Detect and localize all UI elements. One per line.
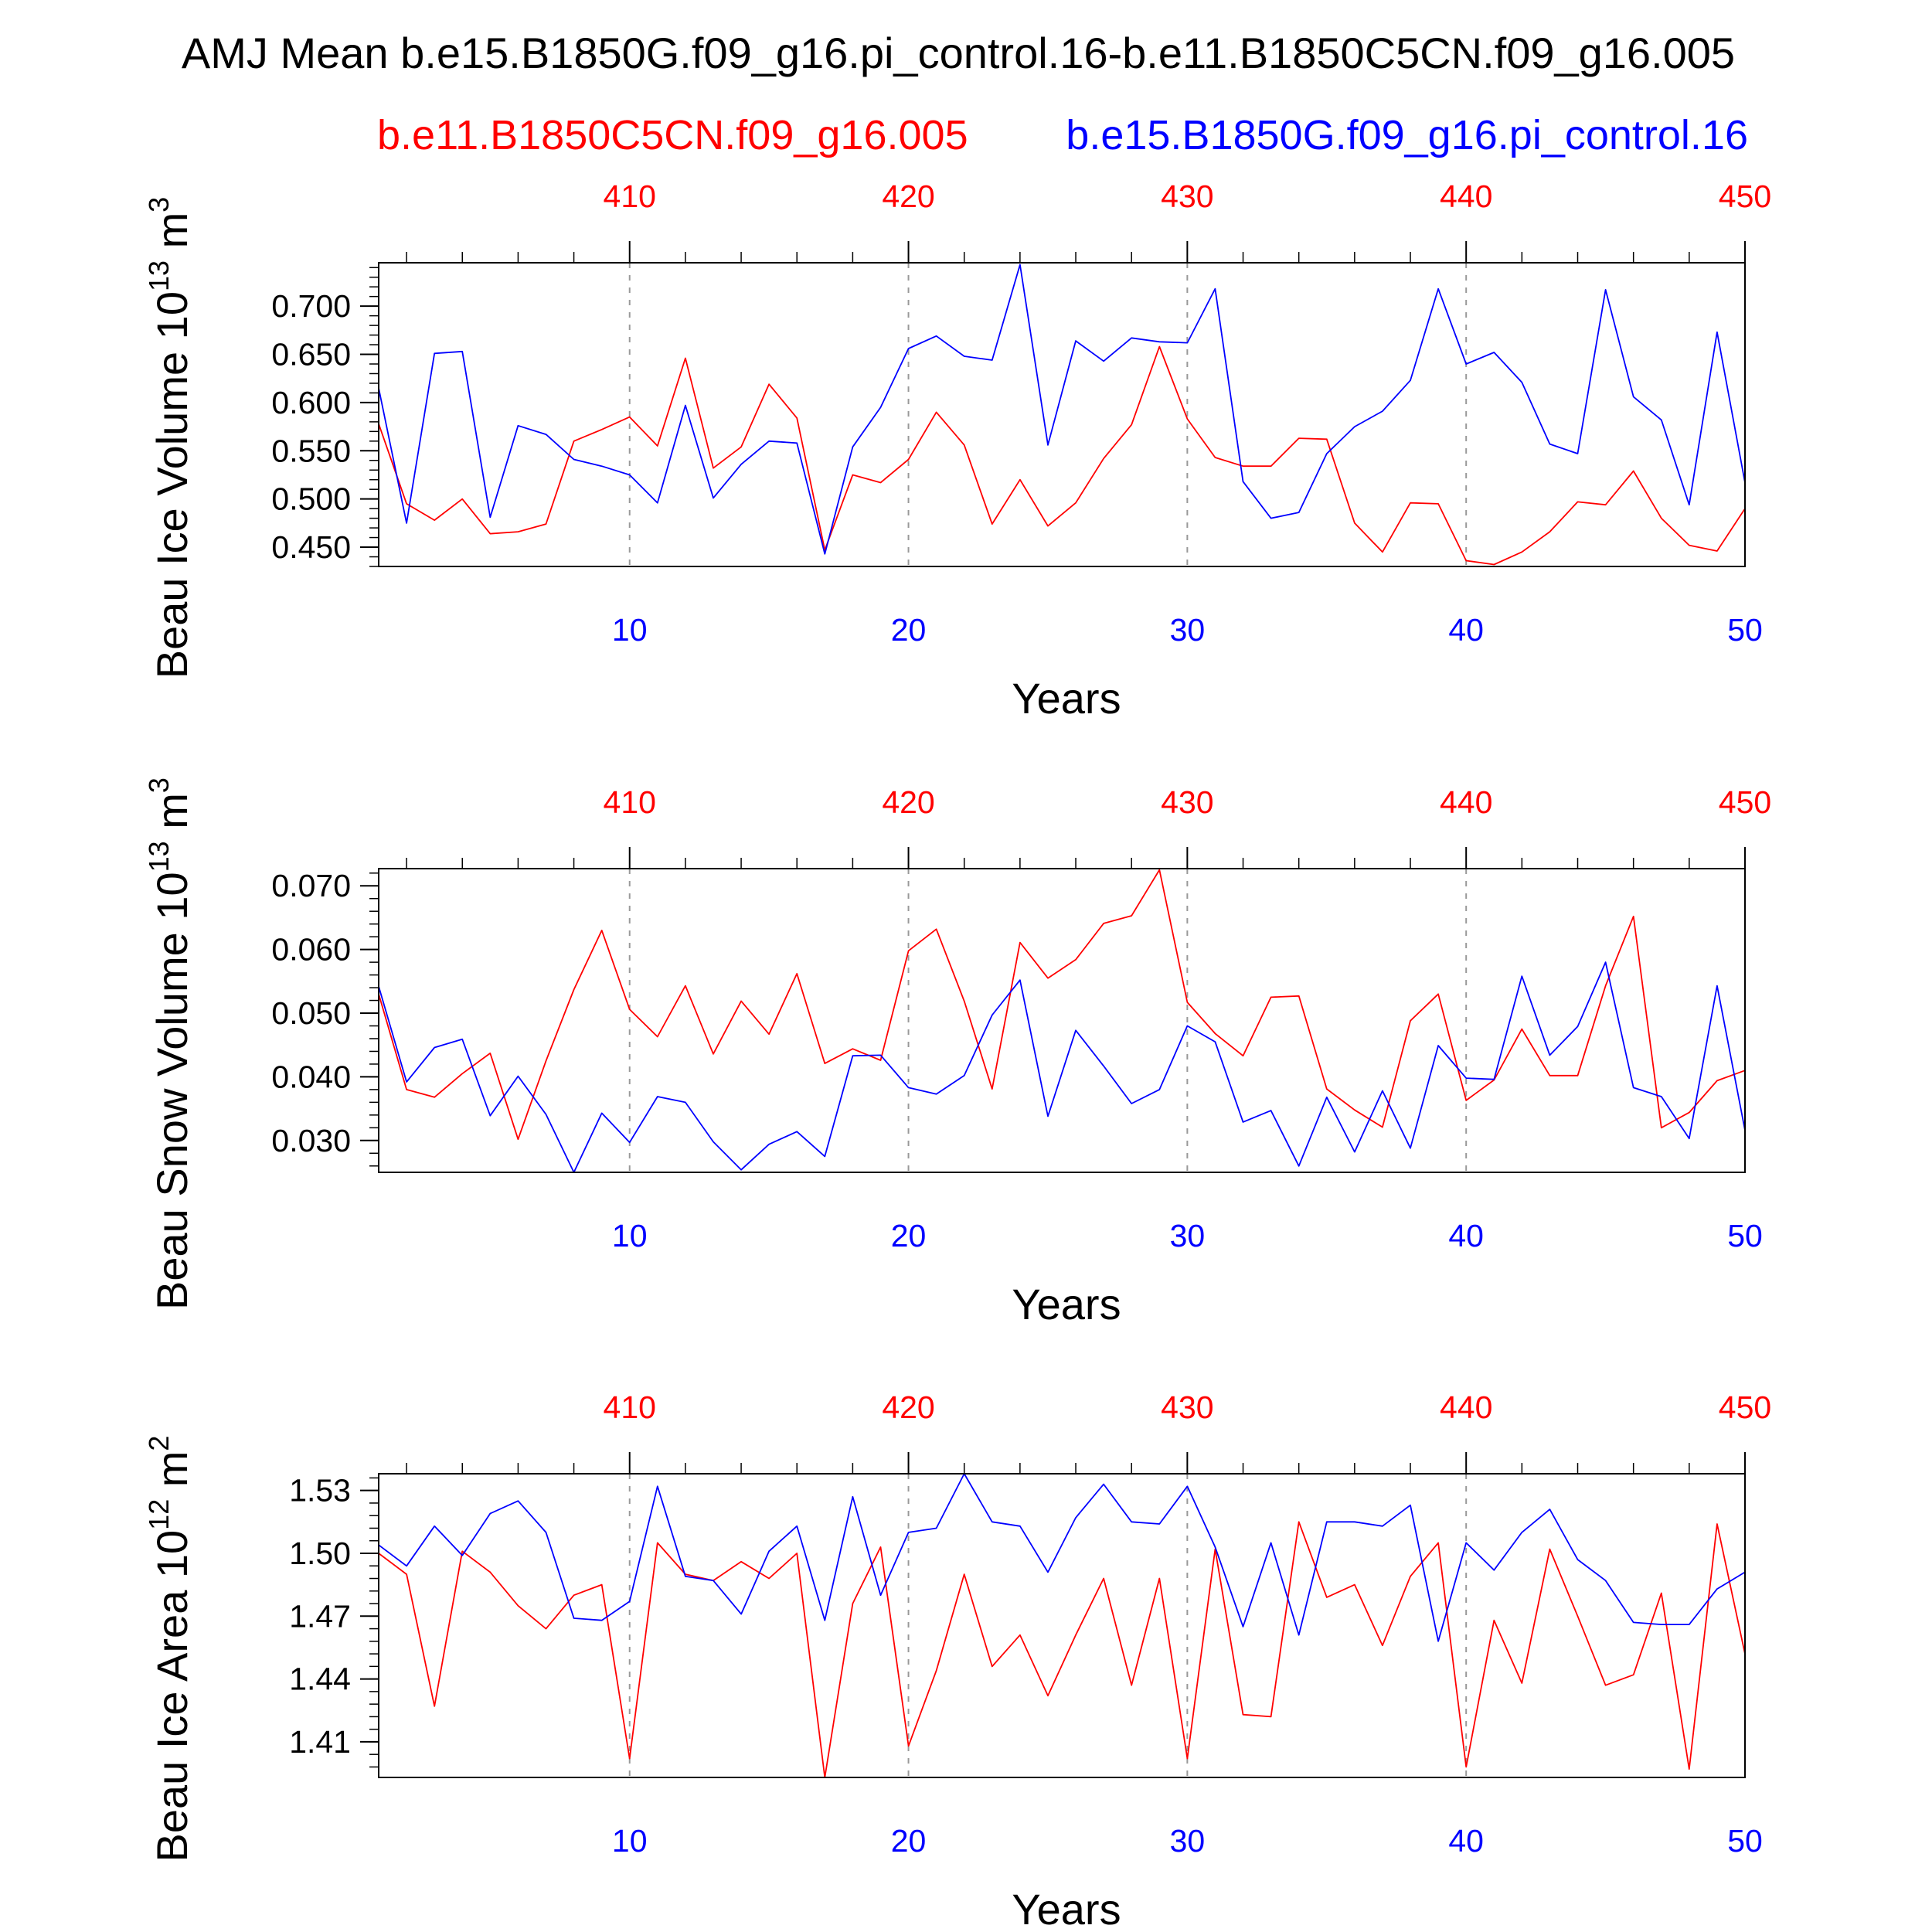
x-tick-label-top: 410 bbox=[604, 1389, 656, 1425]
y-tick-label: 0.050 bbox=[271, 995, 351, 1031]
legend-case2-label: b.e15.B1850G.f09_g16.pi_control.16 bbox=[1066, 112, 1748, 158]
x-tick-label-top: 410 bbox=[604, 784, 656, 820]
x-tick-label-top: 450 bbox=[1719, 179, 1771, 214]
x-tick-label-bottom: 50 bbox=[1727, 612, 1763, 648]
x-tick-label-bottom: 20 bbox=[891, 1823, 927, 1859]
x-tick-label-bottom: 20 bbox=[891, 1218, 927, 1253]
y-axis-title: Beau Snow Volume 1013 m3 bbox=[143, 777, 196, 1310]
x-tick-label-top: 410 bbox=[604, 179, 656, 214]
x-tick-label-top: 440 bbox=[1440, 1389, 1492, 1425]
series-line-case1 bbox=[378, 869, 1746, 1141]
x-tick-label-top: 430 bbox=[1161, 179, 1213, 214]
x-axis-title: Years bbox=[1012, 674, 1121, 723]
x-tick-label-bottom: 10 bbox=[612, 612, 648, 648]
x-tick-label-top: 420 bbox=[882, 1389, 934, 1425]
plot-frame bbox=[378, 1473, 1746, 1778]
series-line-case1 bbox=[378, 1521, 1746, 1778]
panels-group: 0.450 0.500 0.550 0.600 0.650 0.700 10 20 30 40 50… bbox=[143, 179, 1771, 1932]
series-line-case1 bbox=[378, 345, 1746, 566]
y-tick-label: 0.040 bbox=[271, 1059, 351, 1094]
y-tick-label: 1.44 bbox=[289, 1662, 351, 1697]
x-tick-label-top: 430 bbox=[1161, 784, 1213, 820]
y-tick-label: 0.650 bbox=[271, 337, 351, 372]
y-tick-label: 1.50 bbox=[289, 1536, 351, 1571]
x-tick-label-bottom: 40 bbox=[1448, 1218, 1484, 1253]
figure-title: AMJ Mean b.e15.B1850G.f09_g16.pi_control… bbox=[182, 29, 1735, 77]
chart-panel-1: 0.450 0.500 0.550 0.600 0.650 0.700 10 20 30 40 50… bbox=[143, 179, 1771, 723]
y-axis-title: Beau Ice Volume 1013 m3 bbox=[143, 197, 196, 679]
x-tick-label-bottom: 20 bbox=[891, 612, 927, 648]
x-tick-label-top: 440 bbox=[1440, 179, 1492, 214]
plot-frame bbox=[378, 262, 1746, 567]
x-axis-title: Years bbox=[1012, 1280, 1121, 1328]
x-tick-label-bottom: 50 bbox=[1727, 1823, 1763, 1859]
y-tick-label: 0.070 bbox=[271, 868, 351, 903]
x-tick-label-top: 450 bbox=[1719, 1389, 1771, 1425]
x-tick-label-top: 420 bbox=[882, 784, 934, 820]
x-tick-label-bottom: 30 bbox=[1170, 1218, 1206, 1253]
x-tick-label-bottom: 30 bbox=[1170, 612, 1206, 648]
x-tick-label-top: 420 bbox=[882, 179, 934, 214]
x-tick-label-bottom: 30 bbox=[1170, 1823, 1206, 1859]
x-tick-label-bottom: 10 bbox=[612, 1823, 648, 1859]
chart-panel-3: 1.41 1.44 1.47 1.50 1.53 10 20 30 40 50 410 420 430 4… bbox=[143, 1389, 1771, 1932]
y-tick-label: 1.41 bbox=[289, 1724, 351, 1760]
x-axis-title: Years bbox=[1012, 1885, 1121, 1932]
y-tick-label: 0.030 bbox=[271, 1123, 351, 1158]
y-tick-label: 0.500 bbox=[271, 481, 351, 517]
series-line-case2 bbox=[378, 264, 1746, 555]
series-line-case2 bbox=[378, 961, 1746, 1173]
x-tick-label-bottom: 10 bbox=[612, 1218, 648, 1253]
legend-case1-label: b.e11.B1850C5CN.f09_g16.005 bbox=[377, 112, 968, 158]
x-tick-label-bottom: 40 bbox=[1448, 1823, 1484, 1859]
x-tick-label-top: 450 bbox=[1719, 784, 1771, 820]
y-tick-label: 0.600 bbox=[271, 385, 351, 420]
x-tick-label-bottom: 50 bbox=[1727, 1218, 1763, 1253]
chart-panel-2: 0.030 0.040 0.050 0.060 0.070 10 20 30 40 50 410 42… bbox=[143, 777, 1771, 1328]
y-tick-label: 1.47 bbox=[289, 1598, 351, 1634]
y-tick-label: 0.060 bbox=[271, 932, 351, 968]
y-tick-label: 1.53 bbox=[289, 1473, 351, 1509]
x-tick-label-top: 430 bbox=[1161, 1389, 1213, 1425]
y-tick-label: 0.550 bbox=[271, 433, 351, 468]
x-tick-label-top: 440 bbox=[1440, 784, 1492, 820]
plot-frame bbox=[378, 868, 1746, 1173]
y-axis-title: Beau Ice Area 1012 m2 bbox=[143, 1436, 196, 1862]
y-tick-label: 0.450 bbox=[271, 529, 351, 565]
y-tick-label: 0.700 bbox=[271, 288, 351, 324]
x-tick-label-bottom: 40 bbox=[1448, 612, 1484, 648]
series-line-case2 bbox=[378, 1473, 1746, 1642]
